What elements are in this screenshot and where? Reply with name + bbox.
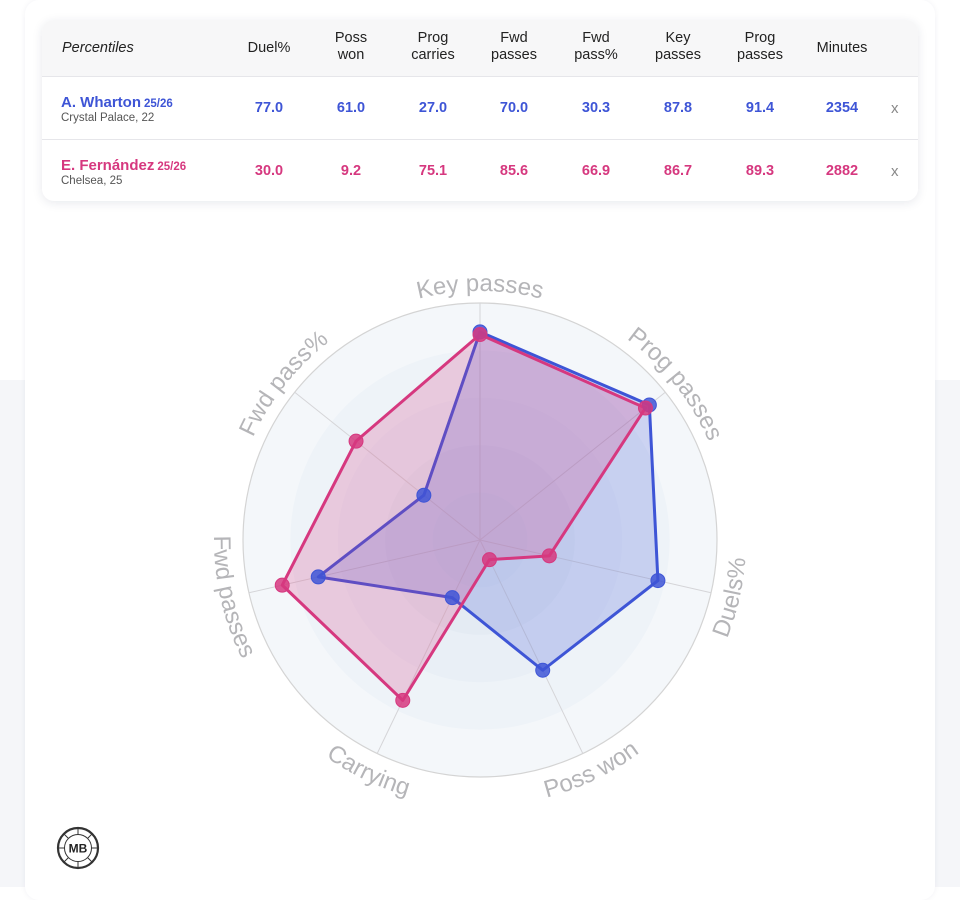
cell-fwd-pass-pct: 66.9 <box>581 163 611 179</box>
series-point-1 <box>395 692 411 708</box>
cell-duel-pct: 30.0 <box>254 163 284 179</box>
radar-spoke <box>376 539 481 754</box>
series-point-0 <box>310 569 326 585</box>
col-fwd-passes[interactable]: Fwd passes <box>491 30 537 63</box>
col-fwd-pass-pct[interactable]: Fwd pass% <box>574 30 618 63</box>
cell-fwd-passes: 70.0 <box>499 100 529 116</box>
player-season: 25/26 <box>157 161 187 173</box>
series-point-1 <box>348 433 364 449</box>
cell-poss-won: 9.2 <box>340 163 362 179</box>
cell-prog-carries: 27.0 <box>418 100 448 116</box>
col-prog-carries[interactable]: Prog carries <box>411 30 455 63</box>
player-row-fernandez: E. Fernández 25/26 Chelsea, 25 30.0 9.2 7… <box>42 140 918 201</box>
series-point-1 <box>541 548 557 564</box>
col-poss-won[interactable]: Poss won <box>334 30 368 63</box>
radar-spoke <box>479 539 712 594</box>
player-row-wharton: A. Wharton 25/26 Crystal Palace, 22 77.0 … <box>42 77 918 140</box>
mb-logo: MB <box>56 826 100 870</box>
cell-minutes: 2354 <box>825 100 859 116</box>
percentiles-label: Percentiles <box>62 40 134 56</box>
radar-spoke <box>479 539 584 754</box>
series-point-1 <box>472 327 488 343</box>
cell-poss-won: 61.0 <box>336 100 366 116</box>
cell-fwd-passes: 85.6 <box>499 163 529 179</box>
axis-label: Key passes <box>414 270 546 305</box>
player-name[interactable]: A. Wharton 25/26 <box>61 94 173 111</box>
cell-fwd-pass-pct: 30.3 <box>581 100 611 116</box>
series-point-1 <box>637 400 653 416</box>
remove-player-button[interactable]: x <box>891 163 899 180</box>
radar-spoke <box>479 391 666 541</box>
series-area-0 <box>316 330 660 672</box>
series-point-0 <box>416 487 432 503</box>
player-name[interactable]: E. Fernández 25/26 <box>61 157 187 174</box>
col-prog-passes[interactable]: Prog passes <box>737 30 783 63</box>
series-area-1 <box>280 333 647 702</box>
player-info: Chelsea, 25 <box>61 175 123 187</box>
cell-minutes: 2882 <box>825 163 859 179</box>
remove-player-button[interactable]: x <box>891 100 899 117</box>
series-point-1 <box>481 552 497 568</box>
player-season: 25/26 <box>144 98 173 110</box>
cell-prog-passes: 91.4 <box>745 100 775 116</box>
series-point-0 <box>650 573 666 589</box>
cell-duel-pct: 77.0 <box>254 100 284 116</box>
table-header: Percentiles Duel% Poss won Prog carries … <box>42 20 918 77</box>
series-point-1 <box>274 577 290 593</box>
cell-prog-carries: 75.1 <box>418 163 448 179</box>
cell-key-passes: 86.7 <box>663 163 693 179</box>
col-duel-pct[interactable]: Duel% <box>247 40 291 56</box>
series-point-0 <box>444 590 460 606</box>
col-key-passes[interactable]: Key passes <box>655 30 701 63</box>
logo-text: MB <box>69 842 88 856</box>
cell-prog-passes: 89.3 <box>745 163 775 179</box>
col-minutes[interactable]: Minutes <box>816 40 868 56</box>
player-info: Crystal Palace, 22 <box>61 112 155 124</box>
radar-spoke <box>294 391 481 541</box>
percentiles-table: Percentiles Duel% Poss won Prog carries … <box>42 20 918 201</box>
cell-key-passes: 87.8 <box>663 100 693 116</box>
series-point-0 <box>535 662 551 678</box>
